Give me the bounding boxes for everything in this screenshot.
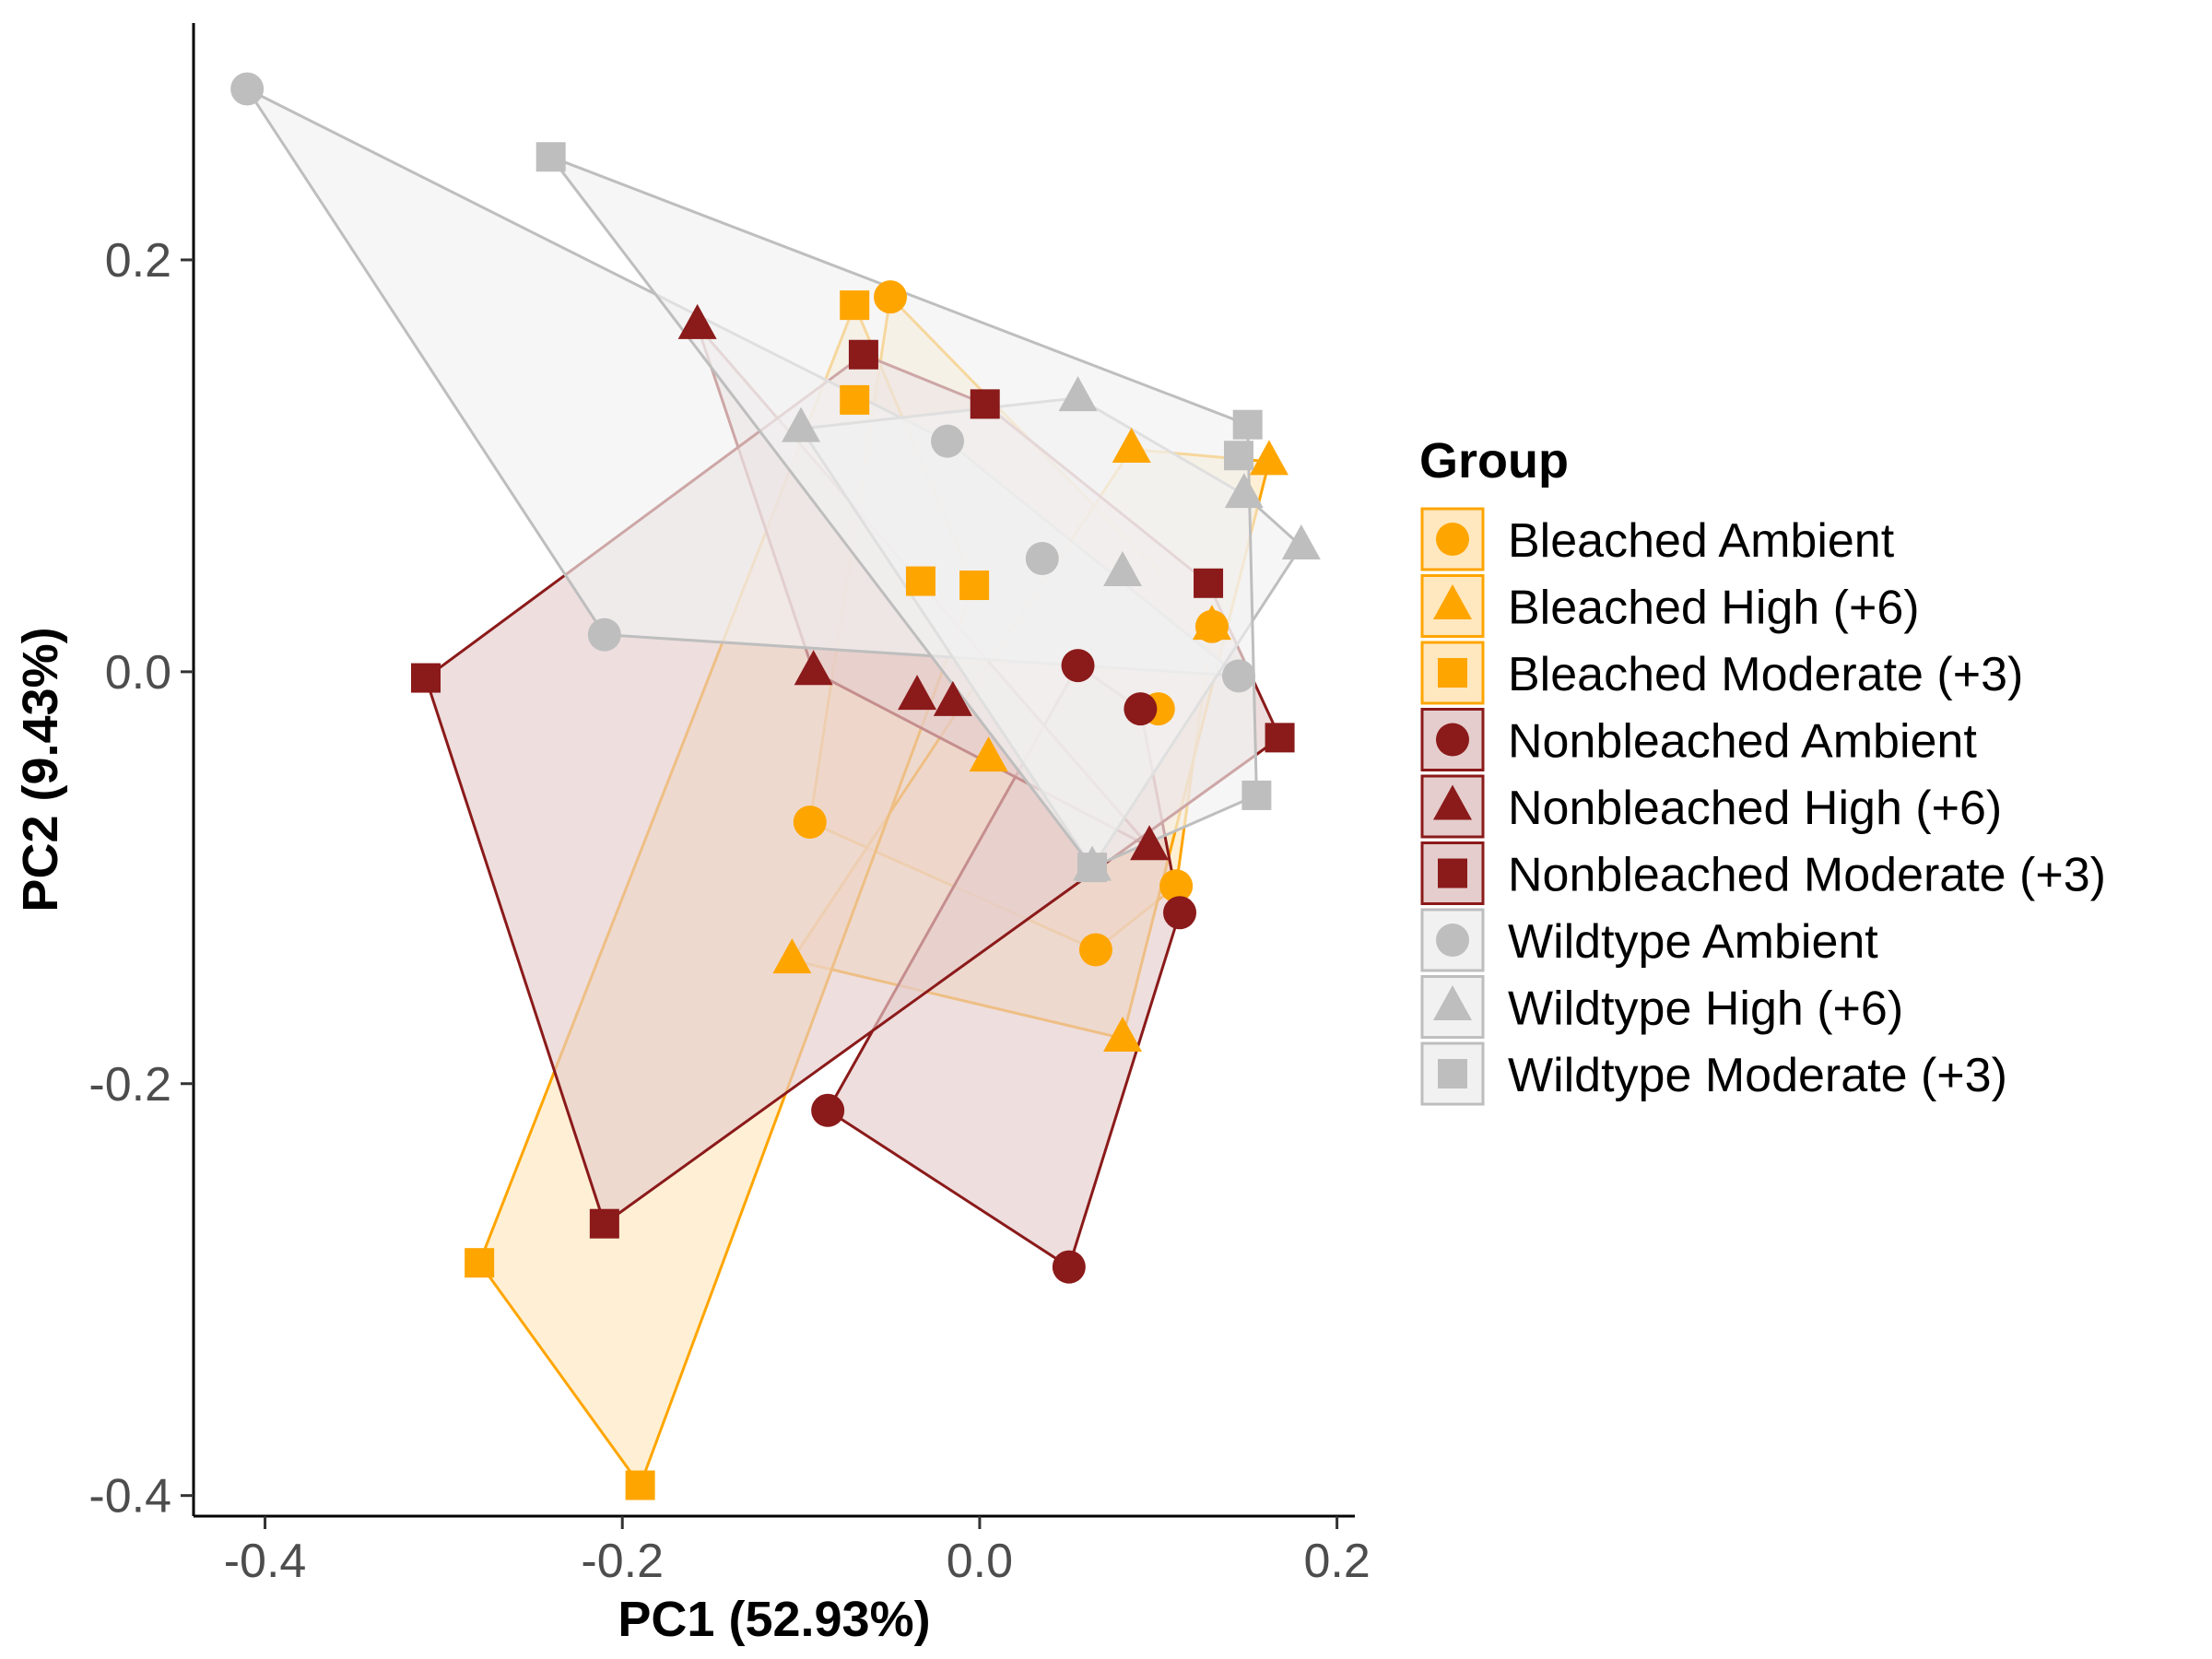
point-nonbleached-high-6	[933, 680, 972, 716]
point-wildtype-high-6	[1058, 376, 1098, 412]
point-bleached-ambient	[1159, 869, 1194, 903]
point-bleached-ambient	[874, 280, 907, 314]
y-tick-label: -0.4	[88, 1470, 171, 1524]
legend-symbol-triangle	[1433, 784, 1472, 820]
group-hulls	[242, 85, 1303, 1488]
point-bleached-high-6	[1249, 440, 1288, 476]
legend-item-nonbleached-moderate-3: Nonbleached Moderate (+3)	[1420, 841, 2106, 905]
legend: Group Bleached Ambient Bleached High (+6)…	[1419, 433, 2106, 1106]
point-nonbleached-high-6	[794, 650, 833, 686]
x-axis-title: PC1 (52.93%)	[618, 1592, 930, 1647]
point-nonbleached-moderate-3	[1265, 723, 1295, 753]
legend-item-bleached-moderate-3: Bleached Moderate (+3)	[1420, 641, 2023, 705]
point-wildtype-moderate-3	[1224, 441, 1253, 471]
x-tick-label: 0.0	[947, 1535, 1013, 1588]
data-points	[230, 72, 1321, 1500]
point-bleached-moderate-3	[840, 290, 870, 321]
point-wildtype-high-6	[1103, 551, 1142, 587]
point-wildtype-high-6	[1224, 473, 1264, 509]
point-bleached-moderate-3	[959, 571, 990, 601]
legend-item-nonbleached-high-6: Nonbleached High (+6)	[1420, 774, 2002, 839]
point-nonbleached-moderate-3	[848, 339, 878, 370]
legend-symbol-triangle	[1433, 984, 1472, 1020]
x-tick-label: -0.4	[224, 1535, 307, 1588]
point-bleached-high-6	[1112, 427, 1151, 463]
legend-label: Nonbleached Ambient	[1508, 715, 1977, 769]
point-wildtype-ambient	[931, 424, 965, 458]
legend-label: Nonbleached Moderate (+3)	[1508, 849, 2106, 902]
point-nonbleached-ambient	[1052, 1250, 1086, 1284]
y-tick-label: 0.2	[105, 234, 171, 288]
point-wildtype-moderate-3	[1241, 780, 1272, 810]
legend-label: Wildtype Moderate (+3)	[1508, 1049, 2007, 1102]
point-wildtype-moderate-3	[1232, 409, 1263, 440]
y-tick-label: 0.0	[105, 646, 171, 700]
legend-label: Bleached Ambient	[1508, 514, 1895, 568]
point-bleached-moderate-3	[625, 1470, 655, 1500]
legend-symbol-square	[1438, 1059, 1467, 1088]
legend-item-bleached-high-6: Bleached High (+6)	[1420, 574, 1920, 638]
point-nonbleached-ambient	[1061, 649, 1095, 683]
legend-symbol-circle	[1436, 924, 1469, 957]
point-wildtype-moderate-3	[535, 142, 566, 172]
axes: -0.4 -0.2 0.0 0.2 -0.4 -0.2 0.0 0.2	[88, 23, 1371, 1588]
point-wildtype-ambient	[230, 72, 265, 106]
point-nonbleached-moderate-3	[970, 389, 1000, 419]
legend-symbol-square	[1438, 858, 1467, 888]
point-wildtype-moderate-3	[1077, 853, 1108, 883]
y-axis-ticks: -0.4 -0.2 0.0 0.2	[88, 234, 194, 1524]
legend-label: Wildtype Ambient	[1508, 915, 1878, 969]
point-nonbleached-high-6	[1130, 825, 1170, 861]
x-axis-ticks: -0.4 -0.2 0.0 0.2	[224, 1516, 1371, 1588]
legend-title: Group	[1419, 433, 1569, 488]
point-wildtype-ambient	[587, 618, 621, 652]
legend-symbol-square	[1438, 658, 1467, 688]
legend-label: Bleached Moderate (+3)	[1508, 648, 2023, 701]
point-wildtype-ambient	[1025, 541, 1059, 575]
legend-symbol-circle	[1436, 723, 1469, 757]
point-bleached-ambient	[793, 805, 827, 839]
legend-label: Wildtype High (+6)	[1508, 982, 1903, 1036]
x-tick-label: 0.2	[1303, 1535, 1370, 1588]
legend-item-bleached-ambient: Bleached Ambient	[1420, 507, 1895, 571]
legend-item-nonbleached-ambient: Nonbleached Ambient	[1420, 708, 1977, 771]
point-bleached-moderate-3	[905, 566, 935, 596]
legend-item-wildtype-high-6: Wildtype High (+6)	[1420, 975, 1903, 1039]
x-tick-label: -0.2	[581, 1535, 664, 1588]
point-bleached-high-6	[772, 938, 812, 974]
legend-label: Nonbleached High (+6)	[1508, 782, 2002, 835]
point-nonbleached-ambient	[811, 1093, 845, 1127]
point-nonbleached-moderate-3	[1194, 568, 1224, 598]
legend-key	[1420, 975, 1485, 1039]
point-bleached-ambient	[1078, 933, 1112, 967]
point-bleached-high-6	[969, 736, 1008, 772]
legend-symbol-triangle	[1433, 583, 1472, 619]
point-bleached-high-6	[1103, 1017, 1142, 1053]
legend-label: Bleached High (+6)	[1508, 582, 1920, 635]
point-nonbleached-moderate-3	[411, 663, 441, 693]
point-nonbleached-high-6	[898, 675, 937, 711]
y-tick-label: -0.2	[88, 1058, 171, 1112]
point-nonbleached-ambient	[1163, 896, 1197, 930]
point-bleached-moderate-3	[840, 384, 870, 415]
y-axis-title: PC2 (9.43%)	[13, 627, 68, 912]
legend-item-wildtype-ambient: Wildtype Ambient	[1420, 908, 1878, 972]
point-wildtype-high-6	[1281, 524, 1321, 559]
point-wildtype-ambient	[1222, 659, 1255, 693]
point-nonbleached-high-6	[677, 303, 717, 339]
point-wildtype-high-6	[782, 406, 821, 442]
legend-item-wildtype-moderate-3: Wildtype Moderate (+3)	[1420, 1041, 2007, 1106]
point-nonbleached-ambient	[1124, 692, 1158, 726]
point-bleached-high-6	[1192, 605, 1231, 641]
point-bleached-moderate-3	[465, 1248, 495, 1278]
legend-symbol-circle	[1436, 523, 1469, 556]
point-nonbleached-moderate-3	[589, 1208, 619, 1239]
